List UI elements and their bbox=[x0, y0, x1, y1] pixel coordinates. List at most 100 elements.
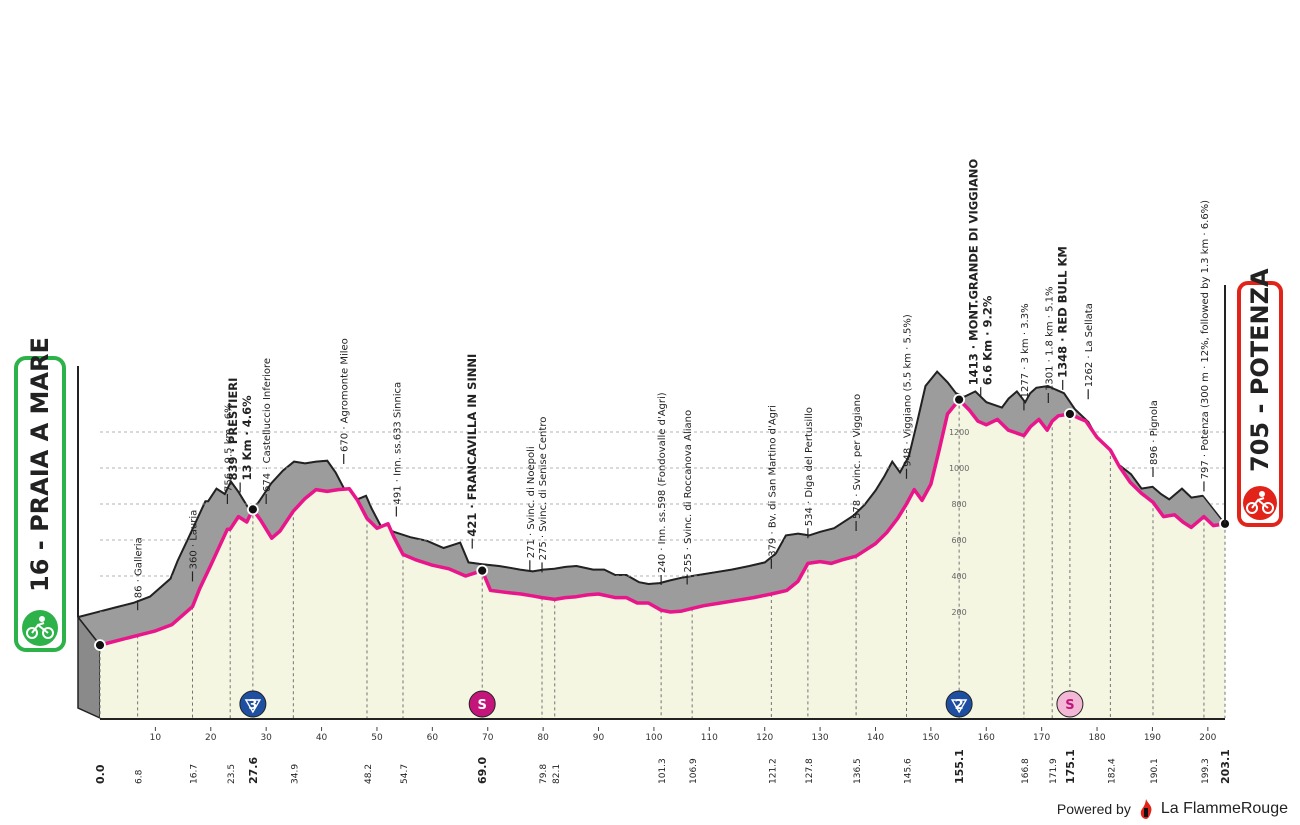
x-tick-label: 130 bbox=[811, 733, 828, 743]
annotation-label: 6.6 Km · 9.2% bbox=[981, 295, 995, 385]
powered-by-text: Powered by bbox=[1056, 801, 1131, 817]
x-tick-label: 180 bbox=[1088, 733, 1105, 743]
profile-base-line bbox=[100, 718, 1225, 720]
profile-front-face bbox=[100, 399, 1225, 718]
annotation-label: 240 · Inn. ss.598 (Fondovalle d'Agri) bbox=[657, 392, 668, 573]
km-label: 27.6 bbox=[247, 757, 260, 784]
km-label: 48.2 bbox=[364, 764, 374, 784]
x-tick-label: 160 bbox=[978, 733, 995, 743]
annotation-label: 839 · PRESTIERI bbox=[226, 378, 240, 481]
start-bike-icon bbox=[22, 610, 58, 646]
annotation-label: 360 · Lauria bbox=[189, 510, 200, 570]
annotation-label: 271 · Svinc. di Noepoli bbox=[526, 446, 537, 558]
bike-glyph-finish bbox=[1246, 491, 1274, 514]
profile-front-layer: 200 400 600 800 1000 1200 bbox=[99, 397, 1226, 718]
km-label: 190.1 bbox=[1150, 758, 1160, 784]
powered-by-footer: Powered by La FlammeRouge bbox=[1057, 799, 1288, 819]
km-label: 82.1 bbox=[552, 764, 562, 784]
km-label: 16.7 bbox=[190, 764, 200, 784]
annotation-label: 756 · 9.5 km · 6% bbox=[223, 403, 234, 492]
kom-triangle-icon bbox=[244, 699, 262, 714]
annotation-label: 13 Km · 4.6% bbox=[240, 395, 254, 481]
brand-name: La FlammeRouge bbox=[1160, 800, 1288, 817]
annotation-label: 1277 · 3 km · 3.3% bbox=[1020, 303, 1031, 398]
km-label: 23.5 bbox=[227, 764, 237, 784]
finish-label: 705 - POTENZA bbox=[1246, 268, 1274, 472]
elevation-tick-label: 800 bbox=[951, 500, 966, 509]
marker-layer: 3 S 2 S bbox=[94, 393, 1231, 718]
km-label: 171.9 bbox=[1049, 758, 1059, 784]
km-label: 121.2 bbox=[768, 758, 778, 784]
annotation-label: 421 · FRANCAVILLA IN SINNI bbox=[465, 354, 479, 537]
annotation-label: 896 · Pignola bbox=[1149, 400, 1160, 465]
location-marker bbox=[953, 393, 966, 406]
km-label: 182.4 bbox=[1107, 758, 1117, 784]
km-label: 155.1 bbox=[953, 749, 966, 784]
x-tick-label: 40 bbox=[316, 733, 328, 743]
x-tick-label: 10 bbox=[150, 733, 162, 743]
km-label: 54.7 bbox=[400, 764, 410, 784]
badge-label: S bbox=[478, 698, 487, 713]
annotation-layer: 86 · Galleria 360 · Lauria 756 · 9.5 km · … bbox=[77, 159, 1226, 618]
x-tick-label: 200 bbox=[1199, 733, 1216, 743]
annotation-label: 578 · Svinc. per Viggiano bbox=[852, 394, 863, 519]
km-label: 127.8 bbox=[805, 758, 815, 784]
km-label: 34.9 bbox=[290, 764, 300, 784]
elevation-tick-label: 1000 bbox=[949, 464, 969, 473]
bike-glyph bbox=[26, 616, 54, 639]
annotation-label: 1348 · RED BULL KM bbox=[1056, 246, 1070, 378]
badge-label: 2 bbox=[955, 698, 964, 713]
annotation-label: 1262 · La Sellata bbox=[1084, 303, 1095, 387]
profile-back-edge bbox=[77, 370, 1204, 619]
elevation-tick-label: 1200 bbox=[949, 428, 969, 437]
x-tick-label: 190 bbox=[1144, 733, 1161, 743]
km-label: 175.1 bbox=[1064, 749, 1077, 784]
km-label: 203.1 bbox=[1219, 749, 1232, 784]
annotation-label: 534 · Diga del Pertusillo bbox=[804, 407, 815, 526]
x-tick-label: 100 bbox=[645, 733, 662, 743]
location-marker bbox=[94, 639, 106, 652]
km-label: 0.0 bbox=[94, 764, 107, 784]
location-marker bbox=[246, 503, 259, 516]
x-tick-label: 70 bbox=[482, 733, 494, 743]
annotation-label: 674 · Castelluccio Inferiore bbox=[262, 358, 273, 492]
x-tick-label: 110 bbox=[701, 733, 718, 743]
profile-elevation-line bbox=[99, 397, 1226, 647]
kom-triangle-icon bbox=[950, 699, 968, 714]
x-tick-label: 50 bbox=[371, 733, 383, 743]
finish-bike-icon bbox=[1243, 486, 1277, 520]
x-tick-label: 20 bbox=[205, 733, 217, 743]
annotation-label: 379 · Bv. di San Martino d'Agri bbox=[767, 405, 778, 557]
x-tick-label: 140 bbox=[867, 733, 884, 743]
annotation-label: 1301 · 1.8 km · 5.1% bbox=[1044, 286, 1055, 391]
x-tick-label: 80 bbox=[537, 733, 549, 743]
location-marker bbox=[1064, 408, 1076, 420]
km-label: 136.5 bbox=[853, 758, 863, 784]
annotation-label: 86 · Galleria bbox=[134, 537, 145, 598]
elevation-tick-label: 400 bbox=[951, 572, 966, 581]
finish-badge: 705 - POTENZA bbox=[1237, 268, 1283, 527]
x-tick-label: 60 bbox=[427, 733, 439, 743]
x-tick-label: 120 bbox=[756, 733, 773, 743]
badge-label: S bbox=[1065, 698, 1074, 713]
km-label: 199.3 bbox=[1201, 758, 1211, 784]
x-tick-label: 90 bbox=[593, 733, 605, 743]
annotation-label: 275 · Svinc. di Senise Centro bbox=[538, 417, 549, 561]
km-label: 166.8 bbox=[1021, 758, 1031, 784]
annotation-label: 1413 · MONT.GRANDE DI VIGGIANO bbox=[967, 159, 981, 386]
kom-badge bbox=[239, 690, 267, 718]
annotation-label: 255 · Svinc. di Roccanova Aliano bbox=[683, 410, 694, 573]
annotation-label: 797 · Potenza (300 m · 12%, followed by … bbox=[1200, 200, 1211, 480]
annotation-label: 491 · Inn. ss.633 Sinnica bbox=[392, 382, 403, 505]
flame-icon bbox=[1139, 799, 1153, 819]
annotation-label: 670 · Agromonte Mileo bbox=[340, 338, 351, 452]
badge-label: 3 bbox=[248, 698, 257, 713]
x-tick-label: 170 bbox=[1033, 733, 1050, 743]
km-label: 79.8 bbox=[539, 764, 549, 784]
km-label: 69.0 bbox=[476, 757, 489, 784]
sprint-badge bbox=[1056, 690, 1084, 718]
km-label: 145.6 bbox=[903, 758, 913, 784]
km-label: 106.9 bbox=[689, 758, 699, 784]
sprint-badge bbox=[468, 690, 496, 718]
